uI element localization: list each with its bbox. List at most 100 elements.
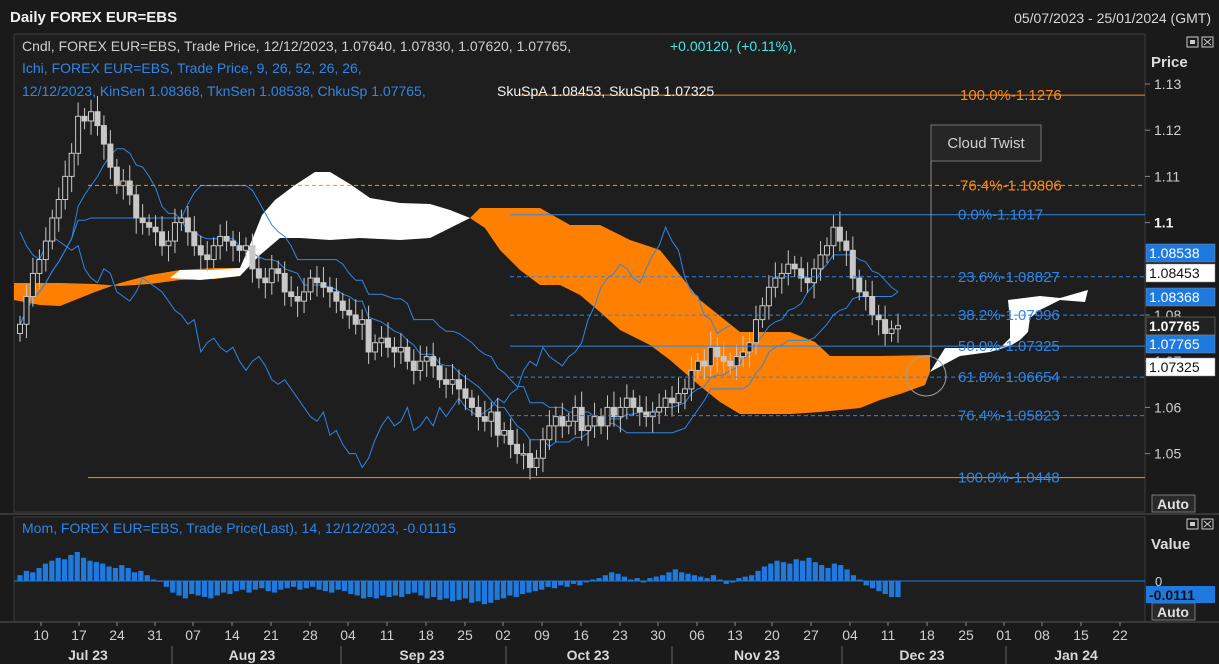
- date-tick-label: 21: [263, 627, 279, 643]
- momentum-bar: [360, 581, 367, 599]
- candle: [36, 259, 43, 274]
- momentum-bar: [545, 581, 551, 587]
- price-axis-title: Price: [1151, 54, 1188, 71]
- date-tick-label: 18: [418, 627, 434, 643]
- momentum-bar: [341, 581, 348, 592]
- title-bar: Daily FOREX EUR=EBS 05/07/2023 - 25/01/2…: [0, 0, 1219, 34]
- auto-scale-main-button[interactable]: Auto: [1151, 494, 1196, 513]
- momentum-bar: [780, 562, 787, 581]
- candle: [836, 226, 843, 242]
- candle: [307, 277, 314, 293]
- candle: [449, 379, 456, 385]
- cloud-bearish-main: [470, 208, 930, 414]
- candle: [849, 249, 856, 279]
- maximize-icon[interactable]: [1186, 36, 1199, 48]
- momentum-bar: [23, 570, 29, 581]
- date-tick-label: 10: [33, 627, 49, 643]
- momentum-bar: [602, 575, 608, 581]
- date-range[interactable]: 05/07/2023 - 25/01/2024 (GMT): [1014, 10, 1211, 26]
- momentum-bar: [437, 581, 443, 600]
- candle: [320, 282, 327, 288]
- candle: [559, 416, 566, 427]
- candle: [68, 152, 75, 177]
- momentum-bar: [93, 562, 99, 581]
- momentum-bar: [723, 581, 729, 584]
- date-tick-label: 02: [495, 627, 511, 643]
- candle: [494, 411, 501, 436]
- candle: [29, 272, 36, 298]
- candle: [159, 231, 166, 247]
- momentum-panel[interactable]: [13, 516, 1146, 623]
- candle: [746, 342, 753, 353]
- date-tick-label: 11: [881, 627, 896, 643]
- cloud-twist-annotation[interactable]: Cloud Twist: [930, 124, 1042, 162]
- momentum-panel-controls[interactable]: [1186, 518, 1214, 530]
- date-tick-label: 11: [380, 627, 395, 643]
- candle: [294, 296, 301, 302]
- momentum-bar: [526, 581, 532, 593]
- candle: [378, 337, 385, 344]
- candle: [417, 360, 424, 371]
- annotation-label: Cloud Twist: [947, 135, 1025, 152]
- momentum-bar: [882, 581, 888, 595]
- candle: [146, 222, 153, 228]
- date-tick-label: 18: [919, 627, 935, 643]
- momentum-bar: [81, 557, 87, 581]
- candle: [765, 286, 772, 307]
- candle: [701, 360, 708, 367]
- candle: [23, 296, 30, 325]
- candle: [501, 430, 508, 436]
- date-tick-label: 20: [764, 627, 780, 643]
- candle: [598, 416, 605, 427]
- momentum-bar: [182, 581, 189, 599]
- candle: [223, 235, 230, 242]
- date-tick-label: 25: [958, 627, 974, 643]
- momentum-bar: [290, 581, 297, 587]
- momentum-bar: [831, 563, 837, 581]
- momentum-bar: [125, 567, 131, 581]
- candle: [798, 268, 805, 279]
- main-panel-controls[interactable]: [1186, 36, 1214, 48]
- momentum-bar: [208, 581, 214, 599]
- candle: [436, 365, 443, 381]
- date-tick-label: 28: [302, 627, 318, 643]
- fib-level-label: 100.0%-1.1276: [960, 87, 1062, 104]
- candle: [823, 245, 830, 256]
- month-label: Nov 23: [734, 647, 780, 663]
- momentum-bar: [596, 578, 602, 581]
- candle: [94, 111, 101, 127]
- candle: [126, 180, 133, 196]
- candle: [191, 231, 198, 247]
- candle: [475, 406, 482, 418]
- fib-level-label: 0.0%-1.1017: [958, 207, 1043, 224]
- momentum-bar: [61, 559, 68, 581]
- month-label: Aug 23: [229, 647, 276, 663]
- momentum-bar: [405, 581, 411, 595]
- candle: [759, 305, 766, 321]
- candle: [507, 430, 514, 445]
- momentum-last-value: -0.0111: [1149, 587, 1195, 603]
- candle: [275, 268, 282, 274]
- momentum-bar: [195, 581, 201, 596]
- momentum-bar: [590, 579, 596, 581]
- close-icon[interactable]: [1201, 518, 1214, 530]
- candle: [236, 245, 243, 251]
- auto-scale-mom-button[interactable]: Auto: [1151, 602, 1196, 621]
- legend-candles: Cndl, FOREX EUR=EBS, Trade Price, 12/12/…: [22, 38, 571, 54]
- momentum-bar: [564, 581, 570, 587]
- maximize-icon[interactable]: [1186, 518, 1199, 530]
- candle: [107, 143, 114, 168]
- candle: [888, 328, 895, 334]
- momentum-bar: [895, 581, 901, 598]
- momentum-bar: [131, 572, 138, 581]
- close-icon[interactable]: [1201, 36, 1214, 48]
- candle: [359, 319, 366, 325]
- candle: [384, 337, 391, 348]
- candle: [17, 323, 23, 334]
- candle: [869, 296, 876, 316]
- candle: [669, 397, 676, 404]
- chart-title: Daily FOREX EUR=EBS: [10, 9, 178, 26]
- momentum-bar: [876, 581, 882, 592]
- candle: [714, 346, 721, 358]
